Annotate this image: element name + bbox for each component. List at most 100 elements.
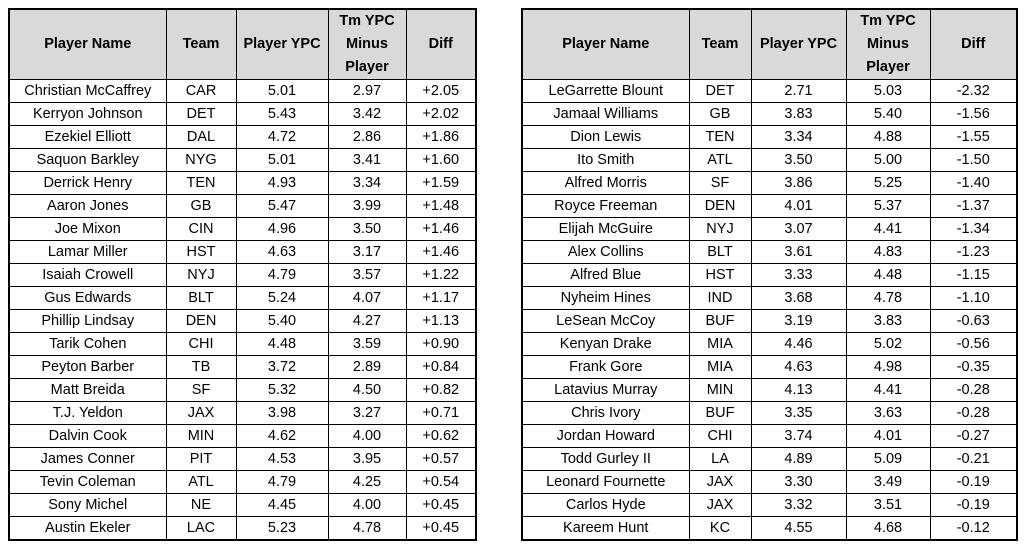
cell-player-name: Kerryon Johnson: [8, 102, 167, 126]
cell-player-name: Alex Collins: [521, 240, 690, 264]
cell-diff: -1.34: [929, 217, 1018, 241]
column-header-tm-ypc-minus-player: Tm YPC Minus Player: [327, 8, 407, 80]
cell-diff: -0.19: [929, 470, 1018, 494]
cell-diff: -1.23: [929, 240, 1018, 264]
cell-player-name: James Conner: [8, 447, 167, 471]
column-header-player-ypc: Player YPC: [750, 8, 847, 80]
cell-diff: -1.55: [929, 125, 1018, 149]
cell-player-ypc: 4.79: [235, 470, 329, 494]
cell-player-ypc: 5.32: [235, 378, 329, 402]
cell-diff: +1.46: [405, 240, 477, 264]
cell-diff: +1.13: [405, 309, 477, 333]
cell-diff: -0.27: [929, 424, 1018, 448]
cell-tm-ypc-minus-player: 5.37: [845, 194, 931, 218]
cell-player-ypc: 5.01: [235, 79, 329, 103]
cell-player-ypc: 3.34: [750, 125, 847, 149]
table-row: Alfred Blue HST 3.33 4.48 -1.15: [521, 263, 1018, 287]
table-row: LeSean McCoy BUF 3.19 3.83 -0.63: [521, 309, 1018, 333]
cell-team: MIA: [688, 355, 752, 379]
table-row: Kenyan Drake MIA 4.46 5.02 -0.56: [521, 332, 1018, 356]
cell-tm-ypc-minus-player: 3.27: [327, 401, 407, 425]
cell-player-ypc: 4.72: [235, 125, 329, 149]
table-row: Alfred Morris SF 3.86 5.25 -1.40: [521, 171, 1018, 195]
cell-player-ypc: 3.72: [235, 355, 329, 379]
cell-team: BUF: [688, 309, 752, 333]
cell-player-name: Derrick Henry: [8, 171, 167, 195]
cell-diff: -1.10: [929, 286, 1018, 310]
cell-diff: +0.57: [405, 447, 477, 471]
cell-diff: -1.15: [929, 263, 1018, 287]
cell-team: NYJ: [165, 263, 237, 287]
cell-player-ypc: 4.62: [235, 424, 329, 448]
column-header-diff: Diff: [405, 8, 477, 80]
cell-tm-ypc-minus-player: 4.25: [327, 470, 407, 494]
column-header-team: Team: [688, 8, 752, 80]
cell-tm-ypc-minus-player: 3.42: [327, 102, 407, 126]
cell-tm-ypc-minus-player: 3.50: [327, 217, 407, 241]
cell-player-ypc: 3.35: [750, 401, 847, 425]
cell-diff: +0.54: [405, 470, 477, 494]
cell-player-name: Leonard Fournette: [521, 470, 690, 494]
table-row: Dalvin Cook MIN 4.62 4.00 +0.62: [8, 424, 477, 448]
cell-player-name: Lamar Miller: [8, 240, 167, 264]
cell-diff: -1.37: [929, 194, 1018, 218]
cell-player-ypc: 4.63: [750, 355, 847, 379]
cell-team: JAX: [165, 401, 237, 425]
table-row: Carlos Hyde JAX 3.32 3.51 -0.19: [521, 493, 1018, 517]
cell-tm-ypc-minus-player: 4.00: [327, 493, 407, 517]
cell-diff: -0.12: [929, 516, 1018, 541]
cell-player-name: Frank Gore: [521, 355, 690, 379]
table-row: Aaron Jones GB 5.47 3.99 +1.48: [8, 194, 477, 218]
cell-tm-ypc-minus-player: 3.51: [845, 493, 931, 517]
cell-player-name: Alfred Morris: [521, 171, 690, 195]
cell-player-ypc: 4.79: [235, 263, 329, 287]
cell-diff: +1.48: [405, 194, 477, 218]
cell-player-name: Sony Michel: [8, 493, 167, 517]
cell-player-ypc: 5.23: [235, 516, 329, 541]
cell-player-name: Dion Lewis: [521, 125, 690, 149]
cell-team: CHI: [688, 424, 752, 448]
cell-tm-ypc-minus-player: 5.00: [845, 148, 931, 172]
cell-player-ypc: 4.89: [750, 447, 847, 471]
cell-player-ypc: 3.30: [750, 470, 847, 494]
cell-team: PIT: [165, 447, 237, 471]
cell-tm-ypc-minus-player: 4.41: [845, 217, 931, 241]
cell-player-name: Royce Freeman: [521, 194, 690, 218]
cell-tm-ypc-minus-player: 4.78: [327, 516, 407, 541]
cell-player-name: Latavius Murray: [521, 378, 690, 402]
cell-player-ypc: 3.61: [750, 240, 847, 264]
cell-player-ypc: 5.01: [235, 148, 329, 172]
cell-player-ypc: 4.01: [750, 194, 847, 218]
cell-team: SF: [165, 378, 237, 402]
cell-diff: -0.56: [929, 332, 1018, 356]
cell-team: DET: [165, 102, 237, 126]
table-row: Alex Collins BLT 3.61 4.83 -1.23: [521, 240, 1018, 264]
cell-tm-ypc-minus-player: 4.68: [845, 516, 931, 541]
cell-tm-ypc-minus-player: 4.50: [327, 378, 407, 402]
cell-player-name: Kenyan Drake: [521, 332, 690, 356]
cell-player-ypc: 3.68: [750, 286, 847, 310]
cell-team: CHI: [165, 332, 237, 356]
column-header-tm-ypc-minus-player: Tm YPC Minus Player: [845, 8, 931, 80]
cell-tm-ypc-minus-player: 3.83: [845, 309, 931, 333]
table-row: Jordan Howard CHI 3.74 4.01 -0.27: [521, 424, 1018, 448]
cell-diff: +0.90: [405, 332, 477, 356]
table-row: Joe Mixon CIN 4.96 3.50 +1.46: [8, 217, 477, 241]
cell-team: CAR: [165, 79, 237, 103]
cell-tm-ypc-minus-player: 4.98: [845, 355, 931, 379]
cell-player-name: T.J. Yeldon: [8, 401, 167, 425]
table-row: Nyheim Hines IND 3.68 4.78 -1.10: [521, 286, 1018, 310]
table-row: James Conner PIT 4.53 3.95 +0.57: [8, 447, 477, 471]
table-row: Saquon Barkley NYG 5.01 3.41 +1.60: [8, 148, 477, 172]
cell-player-name: Gus Edwards: [8, 286, 167, 310]
table-row: Kerryon Johnson DET 5.43 3.42 +2.02: [8, 102, 477, 126]
cell-player-ypc: 4.48: [235, 332, 329, 356]
cell-player-ypc: 4.93: [235, 171, 329, 195]
table-row: Chris Ivory BUF 3.35 3.63 -0.28: [521, 401, 1018, 425]
cell-team: BLT: [688, 240, 752, 264]
table-row: Latavius Murray MIN 4.13 4.41 -0.28: [521, 378, 1018, 402]
table-row: Derrick Henry TEN 4.93 3.34 +1.59: [8, 171, 477, 195]
cell-tm-ypc-minus-player: 4.00: [327, 424, 407, 448]
cell-team: HST: [165, 240, 237, 264]
cell-tm-ypc-minus-player: 4.48: [845, 263, 931, 287]
